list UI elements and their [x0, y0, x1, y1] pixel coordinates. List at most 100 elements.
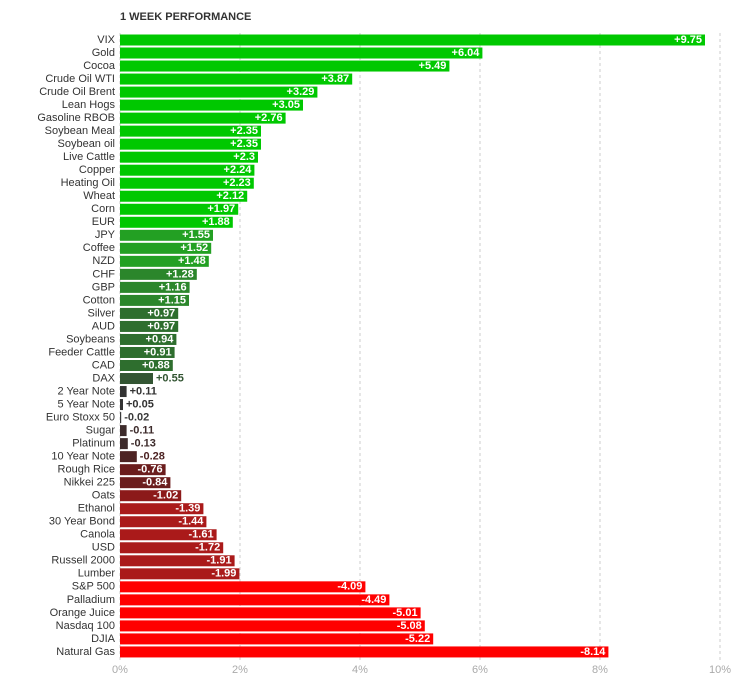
bar: [120, 529, 217, 541]
value-label: -0.13: [131, 438, 156, 450]
value-label: +1.28: [166, 268, 194, 280]
value-label: +6.04: [452, 47, 481, 59]
value-label: +0.97: [147, 307, 175, 319]
category-label: Heating Oil: [61, 177, 115, 189]
bar: [120, 112, 286, 124]
value-label: +0.97: [147, 320, 175, 332]
value-label: +2.12: [216, 190, 244, 202]
value-label: +2.3: [233, 151, 255, 163]
category-label: EUR: [92, 216, 115, 228]
value-label: +1.52: [180, 242, 208, 254]
bar: [120, 620, 425, 632]
category-label: Rough Rice: [58, 464, 115, 476]
value-label: -1.72: [195, 542, 220, 554]
value-label: +0.94: [146, 333, 175, 345]
category-label: Platinum: [72, 438, 115, 450]
category-label: Soybeans: [66, 333, 115, 345]
category-label: Canola: [80, 529, 116, 541]
bar: [120, 594, 390, 606]
bar: [120, 255, 209, 267]
category-label: GBP: [92, 281, 115, 293]
category-label: Copper: [79, 164, 115, 176]
value-label: -8.14: [580, 646, 606, 658]
bar: [120, 386, 127, 398]
category-label: DAX: [92, 372, 115, 384]
bar: [120, 47, 483, 59]
category-label: Ethanol: [78, 503, 115, 515]
category-label: Sugar: [86, 425, 116, 437]
x-tick-label: 0%: [112, 664, 128, 676]
category-label: Wheat: [83, 190, 115, 202]
bar: [120, 607, 421, 619]
bar: [120, 60, 450, 72]
value-label: +1.97: [207, 203, 235, 215]
category-label: Coffee: [83, 242, 115, 254]
value-label: -4.49: [361, 594, 386, 606]
bar: [120, 360, 173, 371]
bar: [120, 320, 179, 332]
value-label: +1.48: [178, 255, 206, 267]
bar: [120, 34, 705, 46]
category-label: Nikkei 225: [64, 477, 115, 489]
value-label: +2.35: [230, 138, 258, 150]
bar: [120, 151, 258, 163]
category-label: AUD: [92, 320, 115, 332]
value-label: -0.84: [142, 477, 168, 489]
bar: [120, 242, 212, 254]
category-label: Russell 2000: [51, 555, 115, 567]
value-label: +2.35: [230, 125, 258, 137]
category-label: Silver: [87, 307, 115, 319]
chart-title: 1 WEEK PERFORMANCE: [120, 11, 251, 23]
category-label: Crude Oil WTI: [45, 73, 115, 85]
category-label: NZD: [92, 255, 115, 267]
category-label: Gold: [92, 47, 115, 59]
category-label: 30 Year Bond: [49, 516, 115, 528]
bar: [120, 646, 609, 658]
category-label: Live Cattle: [63, 151, 115, 163]
category-label: Cotton: [83, 294, 115, 306]
category-label: Soybean oil: [58, 138, 116, 150]
value-label: -0.28: [140, 451, 165, 463]
x-tick-label: 6%: [472, 664, 488, 676]
value-label: -1.39: [175, 503, 200, 515]
bar: [120, 164, 255, 176]
bar: [120, 281, 190, 293]
value-label: +1.88: [202, 216, 230, 228]
bar: [120, 555, 235, 567]
value-label: -1.44: [178, 516, 204, 528]
value-label: +5.49: [419, 60, 447, 72]
value-label: +9.75: [674, 34, 702, 46]
bar: [120, 542, 224, 554]
category-label: Corn: [91, 203, 115, 215]
bar: [120, 490, 182, 502]
bar: [120, 516, 207, 528]
category-label: CHF: [92, 268, 115, 280]
category-label: 10 Year Note: [51, 451, 115, 463]
value-label: +1.16: [159, 281, 187, 293]
value-label: -5.08: [397, 620, 422, 632]
bar: [120, 99, 303, 111]
category-label: USD: [92, 542, 115, 554]
category-label: Lumber: [78, 568, 116, 580]
category-label: CAD: [92, 359, 115, 371]
bar: [120, 425, 127, 437]
value-label: -0.02: [124, 411, 149, 423]
bar: [120, 229, 213, 241]
bar: [120, 464, 166, 476]
bar: [120, 568, 240, 580]
category-label: 5 Year Note: [58, 398, 116, 410]
x-tick-label: 10%: [709, 664, 731, 676]
value-label: +2.23: [223, 177, 251, 189]
x-tick-label: 8%: [592, 664, 608, 676]
category-label: S&P 500: [72, 581, 115, 593]
category-label: Soybean Meal: [45, 125, 115, 137]
bar: [120, 503, 204, 515]
bar: [120, 373, 153, 385]
value-label: +0.11: [130, 385, 157, 397]
value-label: +1.15: [158, 294, 186, 306]
category-label: Natural Gas: [56, 646, 115, 658]
category-label: VIX: [97, 34, 115, 46]
value-label: +3.87: [321, 73, 349, 85]
x-tick-label: 2%: [232, 664, 248, 676]
